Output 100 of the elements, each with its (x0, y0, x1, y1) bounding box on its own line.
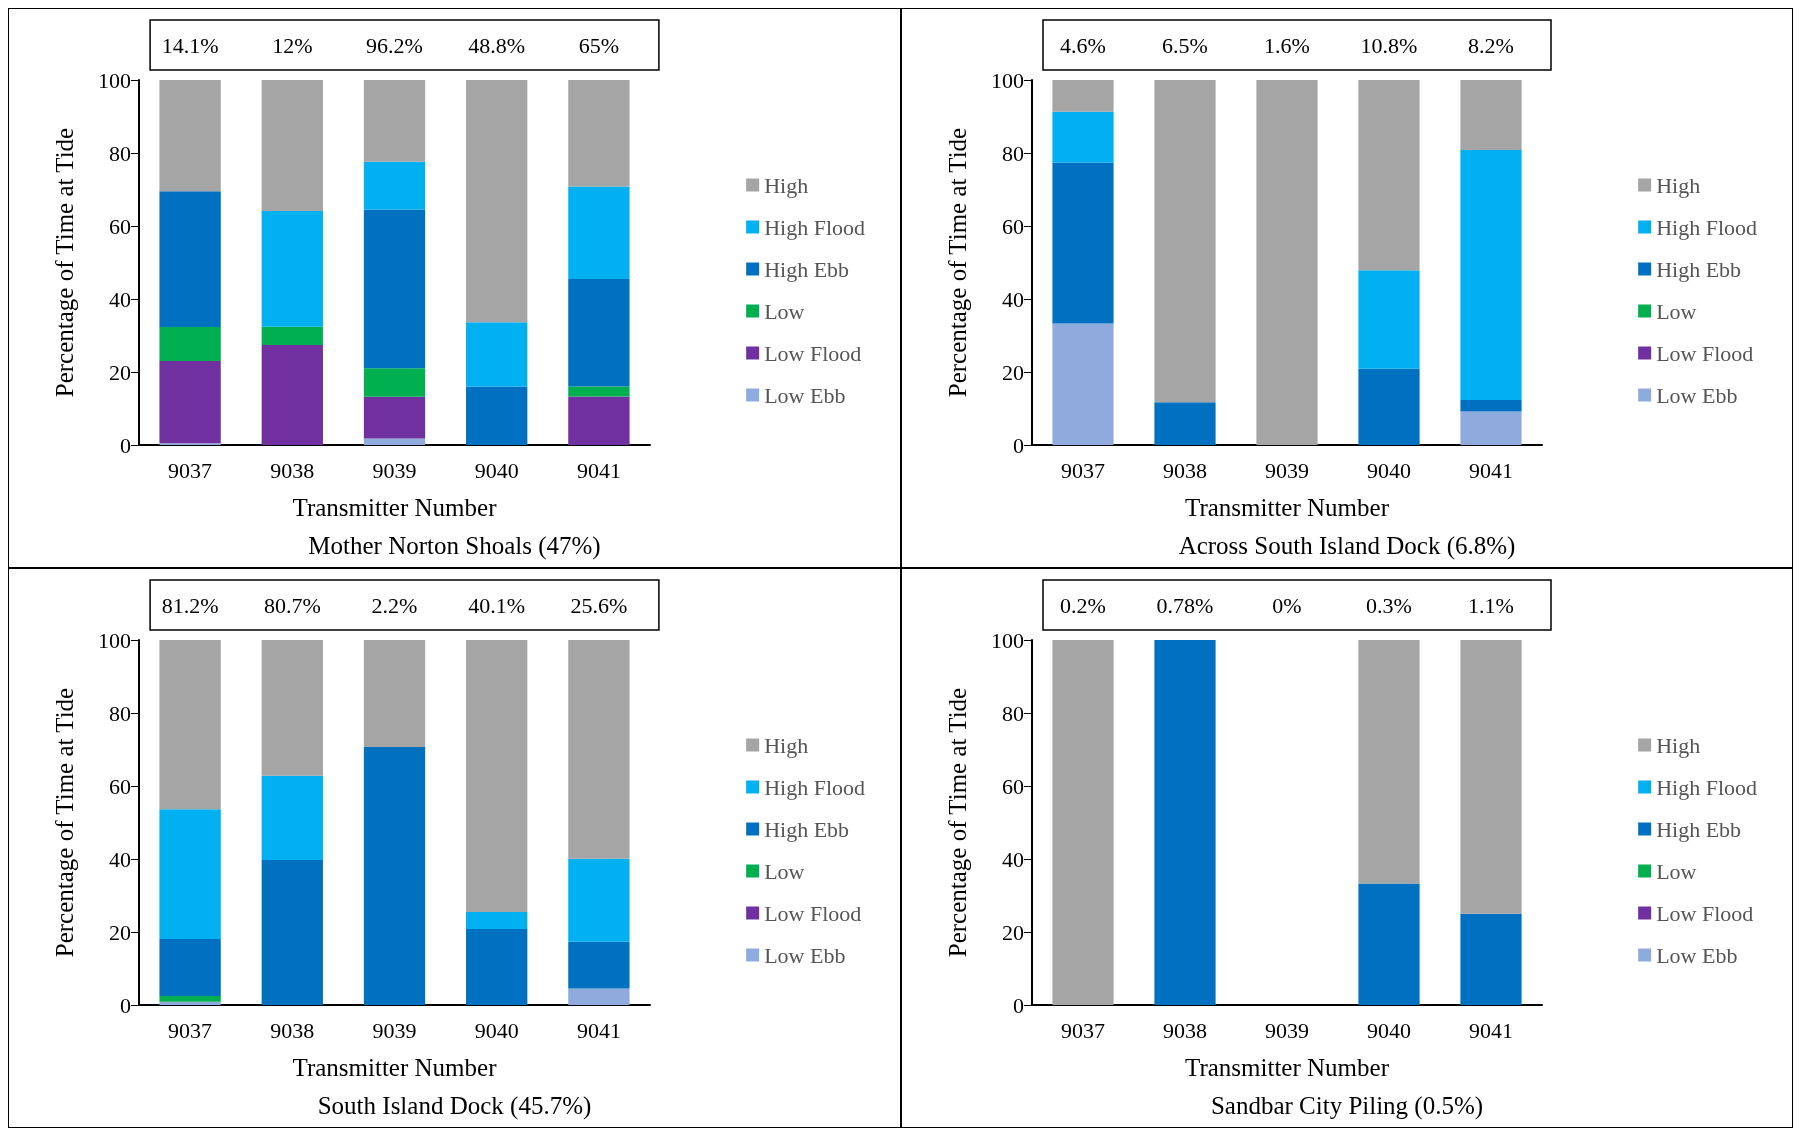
y-tick-label: 40 (1002, 846, 1024, 872)
bar (1358, 80, 1420, 271)
bar (466, 322, 528, 387)
legend-label: High (764, 732, 809, 758)
text: 25.6% (570, 592, 628, 618)
legend-label: High Flood (764, 214, 866, 240)
y-tick-label: 0 (120, 992, 131, 1018)
legend-label: Low (764, 858, 805, 884)
bar (466, 80, 528, 323)
bar (261, 326, 323, 345)
bar (159, 361, 221, 444)
x-tick-label: 9038 (1163, 1017, 1207, 1043)
x-tick-label: 9039 (372, 1017, 417, 1043)
bar (568, 858, 630, 942)
bar (159, 327, 221, 362)
bar (363, 396, 426, 439)
legend-label: High Flood (1656, 774, 1758, 800)
y-tick-label: 60 (109, 213, 131, 239)
y-tick-label: 100 (991, 627, 1024, 653)
text: 0% (1272, 592, 1302, 618)
x-tick-label: 9041 (1469, 457, 1513, 483)
x-tick-label: 9037 (1061, 457, 1105, 483)
y-axis-title: Percentage of Time at Tide (944, 127, 971, 398)
y-tick-label: 40 (1002, 286, 1024, 312)
bar (1154, 80, 1216, 403)
y-axis-title: Percentage of Time at Tide (944, 687, 971, 958)
text: 40.1% (468, 592, 526, 618)
text: 14.1% (161, 32, 219, 58)
legend-label: Low (764, 298, 805, 324)
x-tick-label: 9040 (1367, 457, 1411, 483)
legend-label: Low Flood (1656, 340, 1754, 366)
text: Across South Island Dock (6.8%) (1178, 532, 1516, 560)
x-tick-label: 9039 (372, 457, 417, 483)
y-tick-label: 0 (1013, 432, 1024, 458)
legend-label: High Flood (764, 774, 866, 800)
legend-label: Low Ebb (764, 942, 846, 968)
text: 4.6% (1060, 32, 1106, 58)
text: 8.2% (1468, 32, 1514, 58)
y-tick-label: 40 (109, 286, 131, 312)
text: 10.8% (1360, 32, 1418, 58)
x-axis-title: Transmitter Number (1185, 494, 1390, 521)
y-tick-label: 100 (98, 67, 131, 93)
x-tick-label: 9040 (1367, 1017, 1411, 1043)
legend-label: High Ebb (1656, 256, 1742, 282)
bar (363, 640, 426, 747)
bar (1358, 640, 1420, 884)
y-tick-label: 100 (98, 627, 131, 653)
bar (568, 186, 630, 279)
bar (261, 640, 323, 776)
text: 0.78% (1156, 592, 1214, 618)
bar (159, 809, 221, 939)
legend-label: High (1656, 732, 1701, 758)
bar (1460, 150, 1522, 401)
text: 12% (272, 32, 313, 58)
bar (568, 941, 630, 989)
bar (568, 278, 630, 387)
legend-label: Low Ebb (1656, 942, 1738, 968)
text: 81.2% (161, 592, 219, 618)
bar (568, 386, 630, 397)
text: South Island Dock (45.7%) (317, 1092, 592, 1120)
bar (261, 775, 323, 861)
legend-label: High Ebb (764, 256, 850, 282)
legend-label: Low (1656, 298, 1697, 324)
y-axis-title: Percentage of Time at Tide (51, 687, 78, 958)
bar (466, 929, 528, 1005)
text: 0.2% (1060, 592, 1106, 618)
x-tick-label: 9041 (576, 457, 621, 483)
legend-label: High Ebb (764, 816, 850, 842)
bar (1460, 400, 1522, 412)
y-tick-label: 0 (120, 432, 131, 458)
bar (363, 438, 426, 445)
x-tick-label: 9037 (168, 457, 213, 483)
bar (1052, 323, 1114, 445)
legend-label: Low Flood (764, 900, 862, 926)
text: 1.6% (1264, 32, 1310, 58)
legend-label: Low Ebb (764, 382, 846, 408)
bar (1052, 640, 1114, 1005)
x-tick-label: 9038 (1163, 457, 1207, 483)
bar (1460, 913, 1522, 1005)
x-tick-label: 9037 (1061, 1017, 1105, 1043)
text: 80.7% (263, 592, 321, 618)
bar (568, 640, 630, 859)
text: 65% (578, 32, 620, 58)
y-tick-label: 20 (1002, 359, 1024, 385)
y-tick-label: 80 (1002, 140, 1024, 166)
bar (1358, 883, 1420, 1005)
y-tick-label: 80 (109, 140, 131, 166)
x-tick-label: 9041 (576, 1017, 621, 1043)
text: 6.5% (1162, 32, 1208, 58)
y-axis-title: Percentage of Time at Tide (51, 127, 78, 398)
bar (363, 80, 426, 162)
bar (1460, 411, 1522, 445)
text: 48.8% (468, 32, 526, 58)
y-tick-label: 20 (109, 359, 131, 385)
y-tick-label: 0 (1013, 992, 1024, 1018)
bar (1052, 111, 1114, 163)
x-tick-label: 9040 (474, 457, 519, 483)
bar (1154, 402, 1216, 445)
x-axis-title: Transmitter Number (292, 1054, 498, 1081)
bar (363, 746, 426, 1005)
